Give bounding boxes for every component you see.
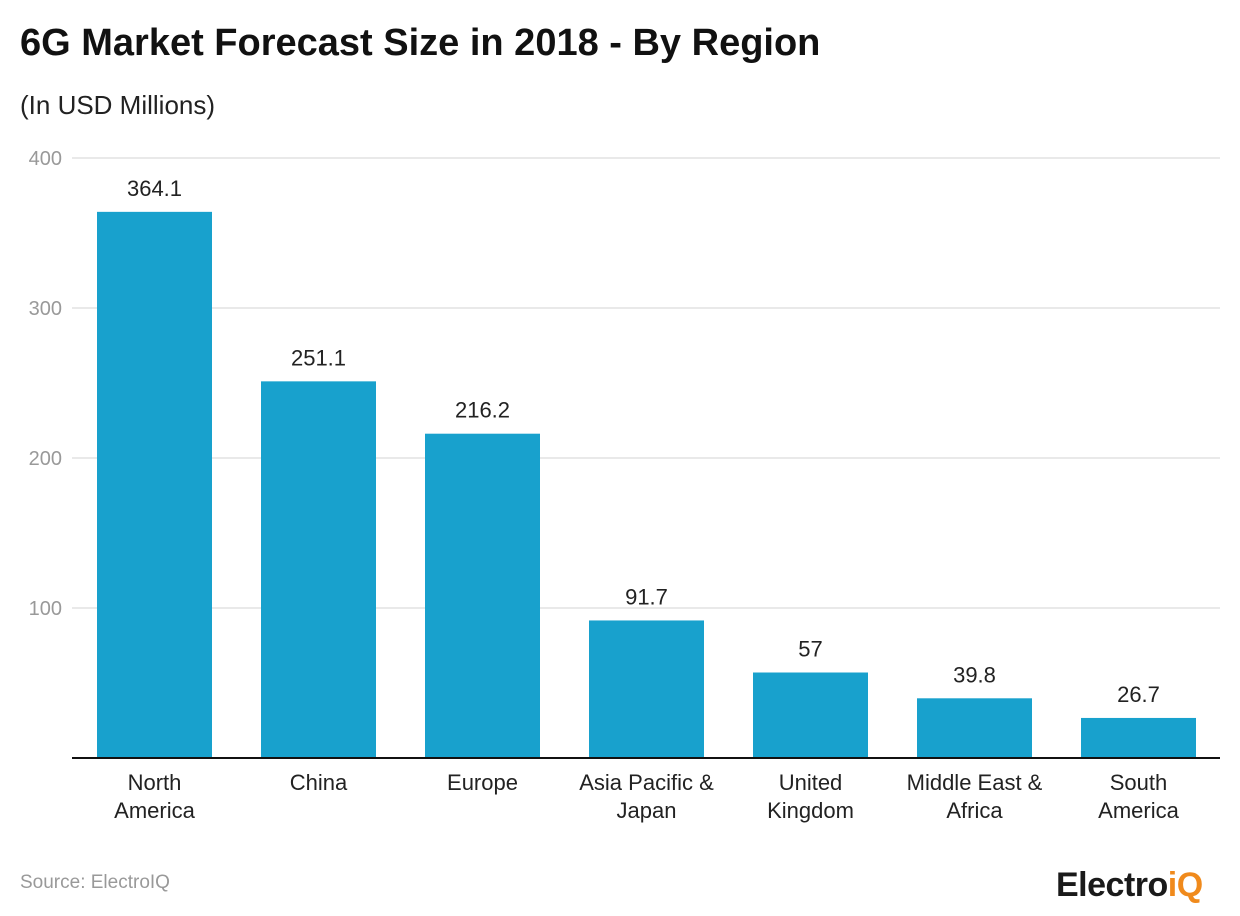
bar bbox=[1081, 717, 1196, 758]
x-tick-label: North bbox=[128, 770, 182, 795]
x-tick-label: South bbox=[1110, 770, 1168, 795]
y-tick-label: 100 bbox=[29, 598, 62, 620]
x-tick-label: Asia Pacific & bbox=[579, 770, 714, 795]
data-label: 364.1 bbox=[127, 176, 182, 201]
x-tick-label: Middle East & bbox=[907, 770, 1043, 795]
bar bbox=[917, 698, 1032, 758]
y-tick-label: 400 bbox=[29, 148, 62, 170]
data-label: 216.2 bbox=[455, 398, 510, 423]
x-tick-label: United bbox=[779, 770, 843, 795]
bar bbox=[97, 211, 212, 759]
x-tick-label: Kingdom bbox=[767, 798, 854, 823]
x-tick-label: America bbox=[114, 798, 195, 823]
bar bbox=[425, 433, 540, 758]
chart-title: 6G Market Forecast Size in 2018 - By Reg… bbox=[20, 22, 821, 64]
bar bbox=[753, 672, 868, 758]
data-label: 26.7 bbox=[1117, 682, 1160, 707]
electroiq-logo: ElectroiQ bbox=[1056, 866, 1203, 904]
chart-subtitle: (In USD Millions) bbox=[20, 90, 216, 120]
y-tick-label: 300 bbox=[29, 298, 62, 320]
data-label: 91.7 bbox=[625, 584, 668, 609]
bar bbox=[589, 620, 704, 758]
x-tick-label: Africa bbox=[946, 798, 1003, 823]
bar bbox=[261, 381, 376, 758]
data-label: 57 bbox=[798, 637, 822, 662]
data-label: 251.1 bbox=[291, 345, 346, 370]
data-label: 39.8 bbox=[953, 662, 996, 687]
x-tick-label: China bbox=[290, 770, 348, 795]
source-note: Source: ElectroIQ bbox=[20, 872, 170, 893]
y-tick-label: 200 bbox=[29, 448, 62, 470]
x-tick-label: Japan bbox=[617, 798, 677, 823]
x-tick-label: Europe bbox=[447, 770, 518, 795]
bar-chart: 100 200 300 400 364.1 North America 251.1 China 2… bbox=[29, 148, 1220, 823]
x-tick-label: America bbox=[1098, 798, 1179, 823]
